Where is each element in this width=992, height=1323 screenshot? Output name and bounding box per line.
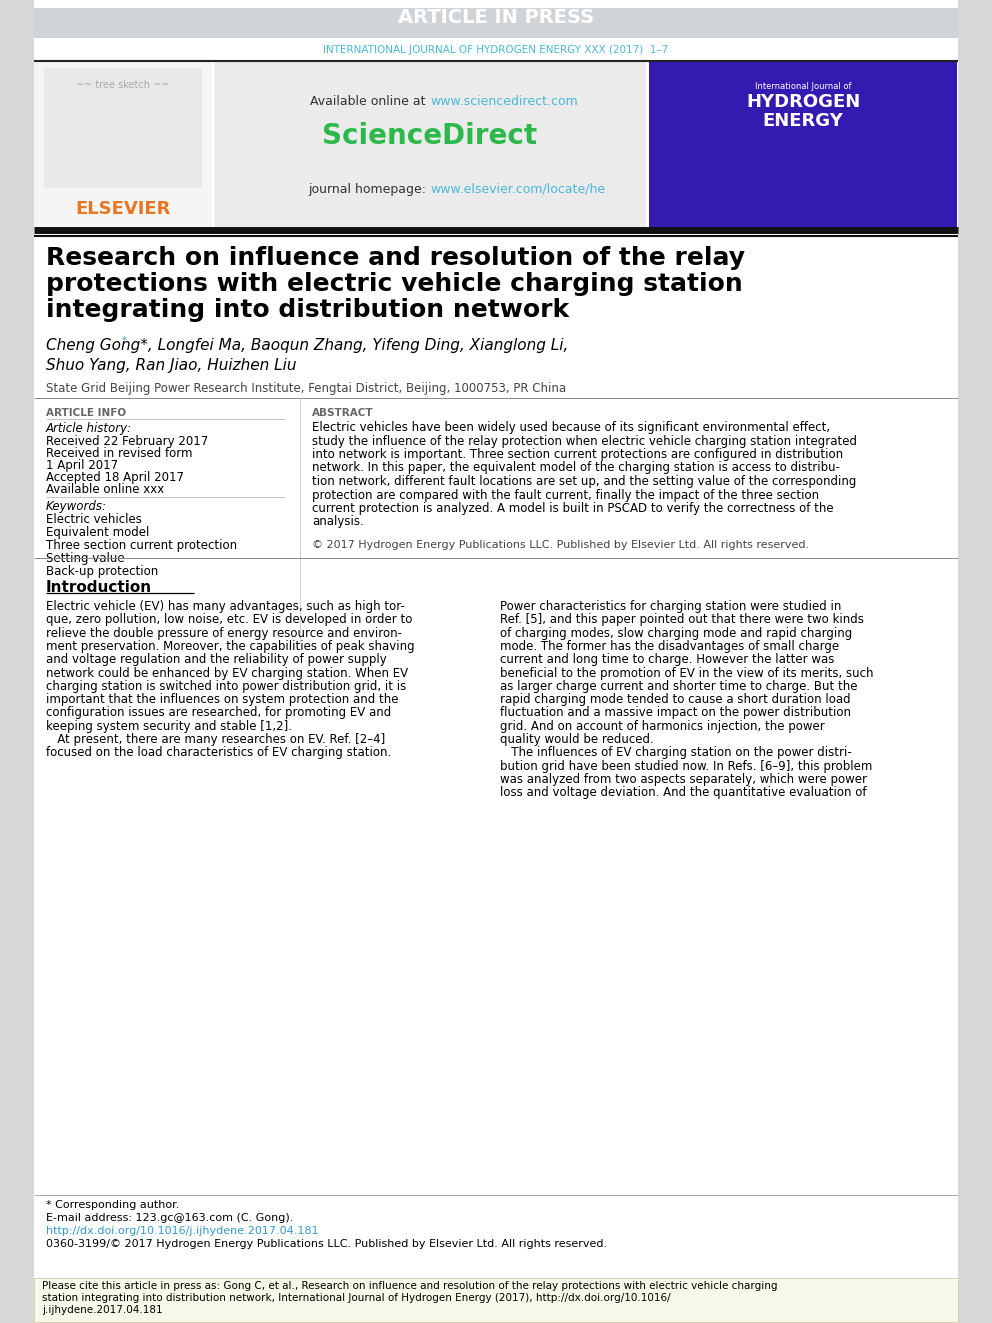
Text: Accepted 18 April 2017: Accepted 18 April 2017 bbox=[46, 471, 184, 484]
Text: mode. The former has the disadvantages of small charge: mode. The former has the disadvantages o… bbox=[500, 640, 839, 652]
Text: important that the influences on system protection and the: important that the influences on system … bbox=[46, 693, 399, 706]
Text: keeping system security and stable [1,2].: keeping system security and stable [1,2]… bbox=[46, 720, 292, 733]
Text: ABSTRACT: ABSTRACT bbox=[312, 407, 374, 418]
Text: station integrating into distribution network, International Journal of Hydrogen: station integrating into distribution ne… bbox=[42, 1293, 671, 1303]
Text: and voltage regulation and the reliability of power supply: and voltage regulation and the reliabili… bbox=[46, 654, 387, 667]
Text: network could be enhanced by EV charging station. When EV: network could be enhanced by EV charging… bbox=[46, 667, 408, 680]
Text: was analyzed from two aspects separately, which were power: was analyzed from two aspects separately… bbox=[500, 773, 867, 786]
Text: 0360-3199/© 2017 Hydrogen Energy Publications LLC. Published by Elsevier Ltd. Al: 0360-3199/© 2017 Hydrogen Energy Publica… bbox=[46, 1240, 607, 1249]
Text: Please cite this article in press as: Gong C, et al., Research on influence and : Please cite this article in press as: Go… bbox=[42, 1281, 778, 1291]
Text: current protection is analyzed. A model is built in PSCAD to verify the correctn: current protection is analyzed. A model … bbox=[312, 501, 833, 515]
Text: http://dx.doi.org/10.1016/j.ijhydene.2017.04.181: http://dx.doi.org/10.1016/j.ijhydene.201… bbox=[46, 1226, 318, 1236]
Text: loss and voltage deviation. And the quantitative evaluation of: loss and voltage deviation. And the quan… bbox=[500, 786, 866, 799]
Text: *: * bbox=[122, 336, 127, 347]
Text: que, zero pollution, low noise, etc. EV is developed in order to: que, zero pollution, low noise, etc. EV … bbox=[46, 614, 413, 626]
Text: Electric vehicle (EV) has many advantages, such as high tor-: Electric vehicle (EV) has many advantage… bbox=[46, 601, 405, 613]
Text: as larger charge current and shorter time to charge. But the: as larger charge current and shorter tim… bbox=[500, 680, 857, 693]
Text: into network is important. Three section current protections are configured in d: into network is important. Three section… bbox=[312, 448, 843, 460]
Text: of charging modes, slow charging mode and rapid charging: of charging modes, slow charging mode an… bbox=[500, 627, 852, 639]
Text: * Corresponding author.: * Corresponding author. bbox=[46, 1200, 180, 1211]
Text: Cheng Gong*, Longfei Ma, Baoqun Zhang, Yifeng Ding, Xianglong Li,: Cheng Gong*, Longfei Ma, Baoqun Zhang, Y… bbox=[46, 337, 568, 353]
Text: ARTICLE INFO: ARTICLE INFO bbox=[46, 407, 126, 418]
Text: Ref. [5], and this paper pointed out that there were two kinds: Ref. [5], and this paper pointed out tha… bbox=[500, 614, 864, 626]
Text: International Journal of: International Journal of bbox=[755, 82, 851, 91]
Text: Power characteristics for charging station were studied in: Power characteristics for charging stati… bbox=[500, 601, 841, 613]
Text: protections with electric vehicle charging station: protections with electric vehicle chargi… bbox=[46, 273, 743, 296]
Bar bbox=[44, 67, 202, 188]
Text: relieve the double pressure of energy resource and environ-: relieve the double pressure of energy re… bbox=[46, 627, 402, 639]
Text: beneficial to the promotion of EV in the view of its merits, such: beneficial to the promotion of EV in the… bbox=[500, 667, 874, 680]
Text: Shuo Yang, Ran Jiao, Huizhen Liu: Shuo Yang, Ran Jiao, Huizhen Liu bbox=[46, 359, 297, 373]
Text: State Grid Beijing Power Research Institute, Fengtai District, Beijing, 1000753,: State Grid Beijing Power Research Instit… bbox=[46, 382, 566, 396]
Text: Received 22 February 2017: Received 22 February 2017 bbox=[46, 435, 208, 448]
Text: network. In this paper, the equivalent model of the charging station is access t: network. In this paper, the equivalent m… bbox=[312, 462, 840, 475]
Text: charging station is switched into power distribution grid, it is: charging station is switched into power … bbox=[46, 680, 407, 693]
Text: bution grid have been studied now. In Refs. [6–9], this problem: bution grid have been studied now. In Re… bbox=[500, 759, 872, 773]
Text: E-mail address: 123.gc@163.com (C. Gong).: E-mail address: 123.gc@163.com (C. Gong)… bbox=[46, 1213, 294, 1222]
Text: Available online xxx: Available online xxx bbox=[46, 483, 165, 496]
Text: Electric vehicles: Electric vehicles bbox=[46, 513, 142, 527]
Bar bbox=[214, 62, 646, 228]
Text: Electric vehicles have been widely used because of its significant environmental: Electric vehicles have been widely used … bbox=[312, 421, 830, 434]
Text: Setting value: Setting value bbox=[46, 552, 125, 565]
Text: ment preservation. Moreover, the capabilities of peak shaving: ment preservation. Moreover, the capabil… bbox=[46, 640, 415, 652]
Text: Back-up protection: Back-up protection bbox=[46, 565, 159, 578]
Text: Research on influence and resolution of the relay: Research on influence and resolution of … bbox=[46, 246, 745, 270]
Text: HYDROGEN: HYDROGEN bbox=[746, 93, 860, 111]
Text: Three section current protection: Three section current protection bbox=[46, 538, 237, 552]
Text: At present, there are many researches on EV. Ref. [2–4]: At present, there are many researches on… bbox=[46, 733, 385, 746]
Text: INTERNATIONAL JOURNAL OF HYDROGEN ENERGY XXX (2017)  1–7: INTERNATIONAL JOURNAL OF HYDROGEN ENERGY… bbox=[323, 45, 669, 56]
Text: fluctuation and a massive impact on the power distribution: fluctuation and a massive impact on the … bbox=[500, 706, 851, 720]
Text: rapid charging mode tended to cause a short duration load: rapid charging mode tended to cause a sh… bbox=[500, 693, 850, 706]
Text: configuration issues are researched, for promoting EV and: configuration issues are researched, for… bbox=[46, 706, 391, 720]
Text: grid. And on account of harmonics injection, the power: grid. And on account of harmonics inject… bbox=[500, 720, 824, 733]
Text: protection are compared with the fault current, finally the impact of the three : protection are compared with the fault c… bbox=[312, 488, 819, 501]
Text: www.elsevier.com/locate/he: www.elsevier.com/locate/he bbox=[430, 183, 605, 196]
Text: ENERGY: ENERGY bbox=[763, 112, 843, 130]
Text: © 2017 Hydrogen Energy Publications LLC. Published by Elsevier Ltd. All rights r: © 2017 Hydrogen Energy Publications LLC.… bbox=[312, 540, 809, 550]
Text: Keywords:: Keywords: bbox=[46, 500, 107, 513]
Text: ARTICLE IN PRESS: ARTICLE IN PRESS bbox=[398, 8, 594, 26]
Text: Available online at: Available online at bbox=[310, 95, 430, 108]
Text: ~~ tree sketch ~~: ~~ tree sketch ~~ bbox=[76, 79, 170, 90]
Bar bbox=[34, 8, 958, 38]
Text: focused on the load characteristics of EV charging station.: focused on the load characteristics of E… bbox=[46, 746, 391, 759]
Bar bbox=[34, 1278, 958, 1322]
Text: current and long time to charge. However the latter was: current and long time to charge. However… bbox=[500, 654, 834, 667]
Text: Article history:: Article history: bbox=[46, 422, 132, 435]
Text: Equivalent model: Equivalent model bbox=[46, 527, 150, 538]
Text: journal homepage:: journal homepage: bbox=[308, 183, 430, 196]
Bar bbox=[649, 62, 957, 228]
Text: analysis.: analysis. bbox=[312, 516, 364, 528]
Text: Introduction: Introduction bbox=[46, 579, 152, 595]
Text: 1 April 2017: 1 April 2017 bbox=[46, 459, 118, 472]
Text: The influences of EV charging station on the power distri-: The influences of EV charging station on… bbox=[500, 746, 852, 759]
Text: j.ijhydene.2017.04.181: j.ijhydene.2017.04.181 bbox=[42, 1304, 163, 1315]
Text: quality would be reduced.: quality would be reduced. bbox=[500, 733, 654, 746]
Text: tion network, different fault locations are set up, and the setting value of the: tion network, different fault locations … bbox=[312, 475, 856, 488]
Text: ScienceDirect: ScienceDirect bbox=[322, 122, 538, 149]
Text: study the influence of the relay protection when electric vehicle charging stati: study the influence of the relay protect… bbox=[312, 434, 857, 447]
Bar bbox=[649, 62, 957, 228]
Text: www.sciencedirect.com: www.sciencedirect.com bbox=[430, 95, 577, 108]
Text: Received in revised form: Received in revised form bbox=[46, 447, 192, 460]
Text: integrating into distribution network: integrating into distribution network bbox=[46, 298, 569, 321]
Text: ELSEVIER: ELSEVIER bbox=[75, 200, 171, 218]
Bar bbox=[34, 62, 212, 228]
